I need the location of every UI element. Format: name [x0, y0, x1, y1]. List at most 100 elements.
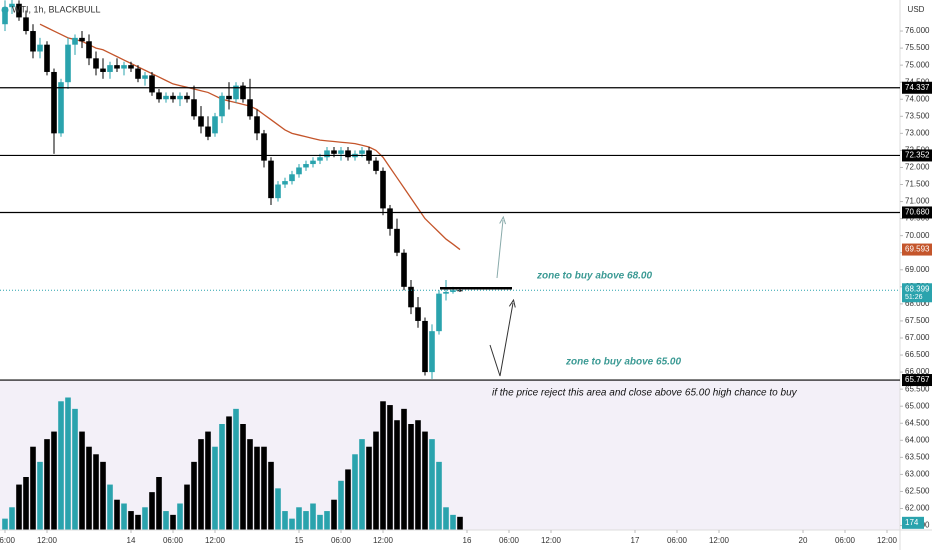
plot-area	[2, 0, 463, 530]
volume-bar	[170, 514, 176, 530]
zone-highlight	[0, 380, 900, 530]
candle-body	[331, 150, 337, 154]
candle-body	[16, 3, 22, 18]
x-tick-label: 12:00	[541, 536, 562, 545]
volume-bar	[345, 469, 351, 530]
candle-body	[240, 85, 246, 100]
volume-bar	[72, 408, 78, 530]
arrow	[496, 220, 503, 279]
volume-bar	[2, 518, 8, 530]
volume-bar	[114, 499, 120, 530]
volume-bar	[135, 514, 141, 530]
volume-bar	[240, 424, 246, 530]
volume-bar	[310, 503, 316, 530]
candle-body	[289, 174, 295, 182]
candle-body	[135, 68, 141, 79]
volume-bar	[275, 488, 281, 530]
volume-bar	[79, 431, 85, 530]
volume-bar	[282, 511, 288, 530]
x-tick-label: 12:00	[205, 536, 226, 545]
volume-bar	[359, 439, 365, 530]
volume-bar	[37, 461, 43, 530]
y-tick-label: 65.000	[905, 401, 930, 410]
volume-bar	[429, 439, 435, 530]
candle-body	[394, 228, 400, 253]
y-tick-label: 73.500	[905, 111, 930, 120]
candle-body	[23, 17, 29, 32]
annotation: zone to buy above 68.00	[536, 271, 652, 282]
candle-body	[163, 95, 169, 100]
x-tick-label: 06:00	[0, 536, 16, 545]
volume-badge	[902, 516, 924, 529]
y-tick-label: 64.000	[905, 435, 930, 444]
candle-body	[296, 167, 302, 175]
candle-body	[121, 65, 127, 69]
x-tick-label: 17	[631, 536, 640, 545]
level-badge	[902, 374, 932, 387]
candle-body	[261, 133, 267, 161]
y-tick-label: 65.500	[905, 384, 930, 393]
volume-value-label: 174	[905, 518, 919, 527]
volume-bar	[219, 424, 225, 530]
y-tick-label: 67.000	[905, 333, 930, 342]
x-tick-label: 12:00	[877, 536, 898, 545]
volume-bar	[380, 401, 386, 530]
candle-body	[380, 170, 386, 209]
candle-body	[436, 293, 442, 332]
candle-body	[72, 37, 78, 45]
annotation: zone to buy above 65.00	[565, 357, 681, 368]
candle-body	[79, 37, 85, 42]
y-tick-label: 66.500	[905, 350, 930, 359]
volume-bar	[30, 446, 36, 530]
volume-bar	[408, 424, 414, 530]
volume-bar	[394, 420, 400, 530]
candle-body	[44, 44, 50, 72]
x-tick-label: 06:00	[499, 536, 520, 545]
candle-body	[317, 157, 323, 161]
volume-bar	[268, 461, 274, 530]
candle-body	[338, 150, 344, 154]
volume-bar	[107, 484, 113, 530]
candle-body	[387, 208, 393, 229]
y-tick-label: 75.500	[905, 43, 930, 52]
currency: USD	[908, 5, 925, 14]
candle-body	[450, 290, 456, 292]
volume-bar	[303, 511, 309, 530]
ma-label: 69.593	[905, 245, 930, 254]
candle-body	[51, 71, 57, 134]
volume-bar	[331, 499, 337, 530]
candle-body	[156, 92, 162, 100]
x-tick-label: 14	[127, 536, 136, 545]
candle-body	[303, 164, 309, 168]
volume-bar	[401, 408, 407, 530]
y-tick-label: 71.500	[905, 180, 930, 189]
volume-bar	[86, 446, 92, 530]
candle-body	[443, 291, 449, 294]
volume-bar	[422, 431, 428, 530]
candle-body	[9, 3, 15, 8]
volume-bar	[163, 511, 169, 530]
candle-body	[149, 75, 155, 93]
x-tick-label: 06:00	[163, 536, 184, 545]
candle-body	[219, 95, 225, 117]
volume-bar	[65, 397, 71, 530]
candle-body	[408, 286, 414, 308]
candle-body	[37, 44, 43, 52]
y-tick-label: 62.500	[905, 487, 930, 496]
level-badge	[902, 81, 932, 94]
y-tick-label: 75.000	[905, 60, 930, 69]
volume-bar	[289, 518, 295, 530]
candle-body	[205, 126, 211, 137]
x-tick-label: 16	[463, 536, 472, 545]
level-label: 72.352	[905, 151, 930, 160]
x-tick-label: 12:00	[709, 536, 730, 545]
candle-body	[282, 181, 288, 185]
y-tick-label: 74.000	[905, 94, 930, 103]
y-tick-label: 69.000	[905, 265, 930, 274]
volume-bar	[142, 507, 148, 530]
chart-title: WTI, 1h, BLACKBULL	[12, 4, 101, 14]
candle-body	[226, 95, 232, 100]
level-label: 74.337	[905, 83, 930, 92]
volume-bar	[450, 514, 456, 530]
